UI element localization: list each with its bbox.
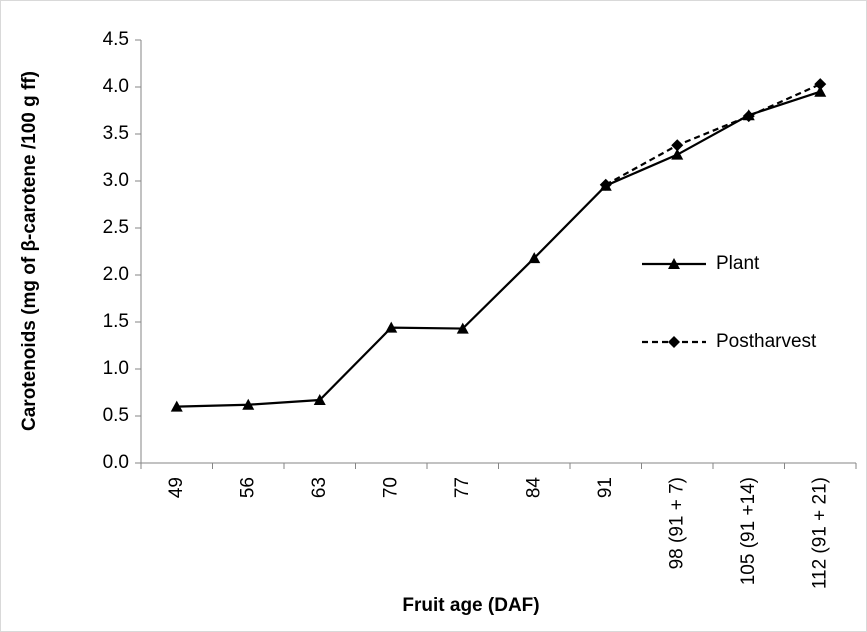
- y-tick-label: 2.5: [103, 217, 129, 238]
- x-tick-label: 105 (91 +14): [738, 477, 759, 585]
- data-point: [528, 252, 541, 264]
- data-point: [671, 148, 684, 160]
- y-tick-label: 0.0: [103, 452, 129, 473]
- x-tick-label: 112 (91 + 21): [809, 477, 830, 589]
- x-tick-label: 91: [595, 477, 616, 498]
- x-tick-label: 84: [523, 477, 544, 499]
- y-tick-label: 3.0: [103, 170, 129, 191]
- y-tick-label: 1.5: [103, 311, 129, 332]
- y-axis-label: Carotenoids (mg of β-carotene /100 g ff): [19, 71, 40, 431]
- x-tick-label: 63: [309, 477, 330, 498]
- data-point: [170, 400, 183, 412]
- data-point: [599, 178, 612, 191]
- series-line: [605, 83, 821, 186]
- x-tick-label: 98 (91 + 7): [666, 477, 687, 569]
- y-tick-label: 4.0: [103, 76, 129, 97]
- data-point: [385, 321, 398, 333]
- data-point: [242, 398, 255, 410]
- y-tick-label: 0.5: [103, 405, 129, 426]
- data-point: [742, 110, 755, 123]
- data-point: [814, 85, 827, 97]
- x-tick-label: 56: [237, 477, 258, 498]
- series-line: [176, 90, 821, 408]
- data-point: [814, 78, 827, 91]
- y-tick-label: 3.5: [103, 123, 129, 144]
- y-tick-label: 1.0: [103, 358, 129, 379]
- x-axis-label: Fruit age (DAF): [402, 595, 539, 616]
- y-tick-label: 4.5: [103, 29, 129, 50]
- legend-label: Plant: [716, 253, 760, 274]
- data-point: [671, 139, 684, 152]
- x-tick-label: 77: [452, 477, 473, 498]
- legend-marker: [668, 258, 680, 269]
- x-tick-label: 70: [380, 477, 401, 498]
- legend-marker: [668, 336, 680, 348]
- legend-label: Postharvest: [716, 331, 817, 352]
- data-point: [313, 394, 326, 406]
- y-tick-label: 2.0: [103, 264, 129, 285]
- x-tick-label: 49: [166, 477, 187, 498]
- data-point: [456, 322, 469, 334]
